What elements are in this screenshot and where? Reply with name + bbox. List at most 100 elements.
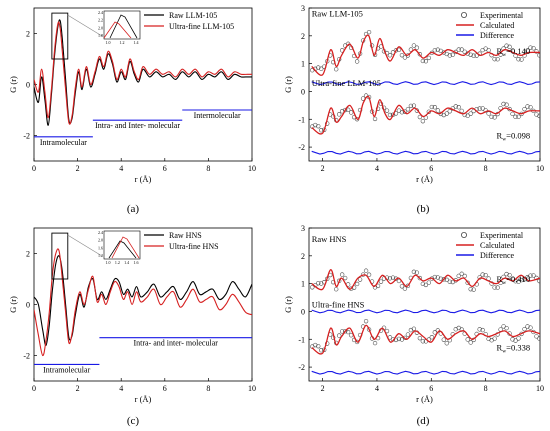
experimental-point: [429, 335, 435, 340]
y-axis-label: G (r): [8, 76, 18, 93]
experimental-point: [432, 48, 438, 53]
experimental-point: [313, 342, 318, 348]
experimental-point: [405, 332, 411, 337]
inset-x-tick: 1.0: [106, 260, 111, 265]
legend-label: Ultra-fine HNS: [169, 242, 219, 251]
sample-label: Ultra-fine LLM-105: [312, 78, 381, 88]
experimental-point: [441, 337, 446, 342]
experimental-point: [504, 102, 509, 107]
experimental-point: [354, 117, 360, 122]
legend-label: Difference: [480, 31, 515, 40]
experimental-point: [450, 52, 455, 57]
experimental-point: [444, 111, 449, 116]
experimental-point: [336, 333, 342, 338]
inset-y-tick: 1.2: [98, 253, 103, 258]
experimental-point: [387, 53, 393, 58]
experimental-point: [447, 109, 452, 114]
inset-y-tick: 2.4: [98, 10, 103, 15]
x-tick-label: 10: [536, 384, 544, 393]
x-axis-label: r (Å): [135, 394, 152, 404]
series-line-ultra-fine: [34, 248, 252, 357]
inset-y-tick: 2.4: [98, 230, 103, 235]
experimental-point: [504, 43, 509, 48]
rw-value: =0.410: [506, 274, 530, 284]
legend-label: Raw HNS: [169, 231, 202, 240]
experimental-point: [399, 284, 405, 289]
series-line-raw: [34, 255, 252, 346]
rw-value: =0.140: [506, 46, 530, 56]
rw-value: =0.338: [506, 342, 530, 352]
experimental-point: [417, 114, 423, 120]
experimental-point: [492, 336, 497, 341]
y-tick-label: -2: [23, 132, 30, 141]
y-tick-label: 1: [301, 60, 305, 69]
y-tick-label: -2: [23, 352, 30, 361]
inset-y-tick: 2.2: [98, 18, 103, 23]
inset-x-tick: 1.0: [106, 40, 111, 45]
experimental-point: [456, 47, 461, 52]
panel-caption: (c): [127, 415, 140, 427]
sample-label: Raw LLM-105: [312, 8, 363, 18]
y-tick-label: 0: [26, 81, 30, 90]
experimental-point: [396, 336, 402, 342]
rw-label: Rw=0.140: [497, 46, 531, 58]
inset-y-tick: 1.6: [98, 245, 103, 250]
panel-b: 2 4 6 8 10 -2 -1 0 1 2 3 r (Å) G (r) (b) Raw LLM-105 Ul…: [283, 4, 544, 215]
experimental-point: [414, 270, 420, 275]
y-tick-label: 2: [26, 250, 30, 259]
panel-c: 0 2 4 6 8 10 -2 0 2 r (Å) G (r) (c) Intramolecular In…: [8, 227, 256, 427]
experimental-point: [399, 110, 405, 115]
experimental-point: [342, 275, 348, 281]
experimental-point: [357, 107, 363, 113]
experimental-point: [316, 343, 321, 349]
experimental-point: [528, 273, 533, 278]
series-line-ultra-fine: [34, 21, 252, 125]
experimental-point: [339, 272, 345, 277]
x-tick-label: 10: [248, 384, 256, 393]
experimental-point: [348, 110, 354, 115]
experimental-point: [501, 101, 506, 107]
legend-label: Calculated: [480, 21, 514, 30]
x-tick-label: 4: [119, 164, 123, 173]
plot-frame: [308, 227, 541, 382]
x-axis-label: r (Å): [416, 174, 433, 184]
experimental-point: [354, 59, 360, 64]
experimental-point: [375, 106, 381, 111]
experimental-point: [363, 318, 369, 324]
experimental-point: [435, 108, 440, 113]
experimental-point: [342, 329, 348, 334]
panel-d: 2 4 6 8 10 -2 -1 0 1 2 3 r (Å) G (r) (d) Raw HNS Ultra-…: [283, 224, 544, 427]
x-tick-label: 10: [248, 164, 256, 173]
experimental-point: [390, 275, 396, 280]
x-tick-label: 8: [206, 164, 210, 173]
rw-subscript: w: [502, 137, 506, 143]
y-tick-label: 3: [301, 224, 305, 233]
x-tick-label: 10: [536, 164, 544, 173]
rw-subscript: w: [502, 280, 506, 286]
experimental-point: [531, 46, 536, 51]
experimental-point: [537, 336, 540, 341]
experimental-point: [366, 29, 372, 35]
experimental-point: [420, 339, 426, 344]
experimental-point: [453, 327, 458, 332]
experimental-point: [313, 122, 318, 128]
experimental-point: [393, 48, 399, 53]
legend-label: Raw LLM-105: [169, 11, 217, 20]
experimental-point: [316, 123, 321, 129]
inset-y-tick: 1.8: [98, 33, 103, 38]
experimental-point: [483, 272, 488, 278]
experimental-point: [357, 277, 363, 282]
experimental-point: [319, 281, 324, 286]
experimental-point: [534, 334, 539, 339]
sample-label: Ultra-fine HNS: [312, 299, 365, 309]
calculated-line: [311, 269, 540, 291]
y-tick-label: 2: [301, 32, 305, 41]
plot-frame: [308, 7, 541, 162]
experimental-point: [429, 104, 435, 110]
experimental-point: [408, 47, 414, 52]
experimental-point: [322, 127, 327, 132]
rw-value: =0.098: [506, 131, 530, 141]
experimental-point: [408, 103, 414, 109]
experimental-point: [420, 119, 426, 124]
